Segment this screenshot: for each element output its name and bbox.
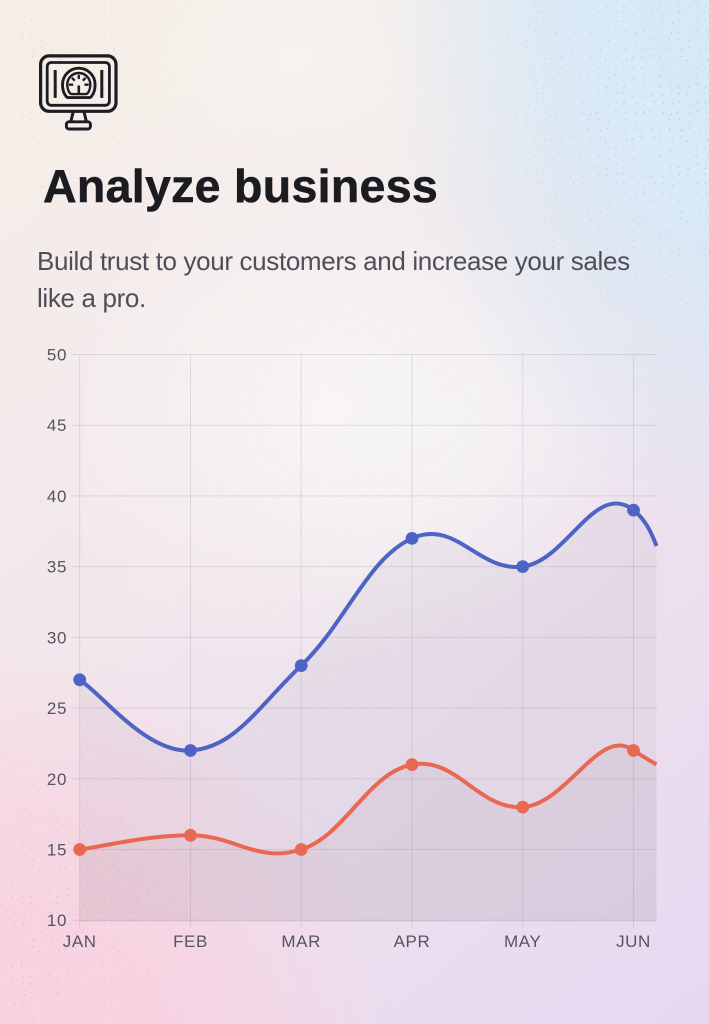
svg-text:50: 50 xyxy=(47,346,67,365)
svg-text:45: 45 xyxy=(47,416,67,435)
svg-text:35: 35 xyxy=(47,558,67,577)
svg-text:JUN: JUN xyxy=(616,932,651,951)
svg-text:MAY: MAY xyxy=(504,932,541,951)
svg-text:APR: APR xyxy=(394,932,431,951)
svg-text:25: 25 xyxy=(47,699,67,718)
svg-text:30: 30 xyxy=(47,628,67,647)
svg-text:MAR: MAR xyxy=(281,932,321,951)
svg-text:15: 15 xyxy=(47,841,67,860)
svg-text:10: 10 xyxy=(47,911,67,930)
svg-text:FEB: FEB xyxy=(173,932,208,951)
svg-text:JAN: JAN xyxy=(63,932,97,951)
svg-text:40: 40 xyxy=(47,487,67,506)
svg-text:20: 20 xyxy=(47,770,67,789)
